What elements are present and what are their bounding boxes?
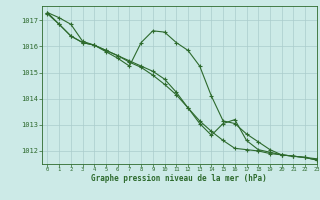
X-axis label: Graphe pression niveau de la mer (hPa): Graphe pression niveau de la mer (hPa) <box>91 174 267 183</box>
